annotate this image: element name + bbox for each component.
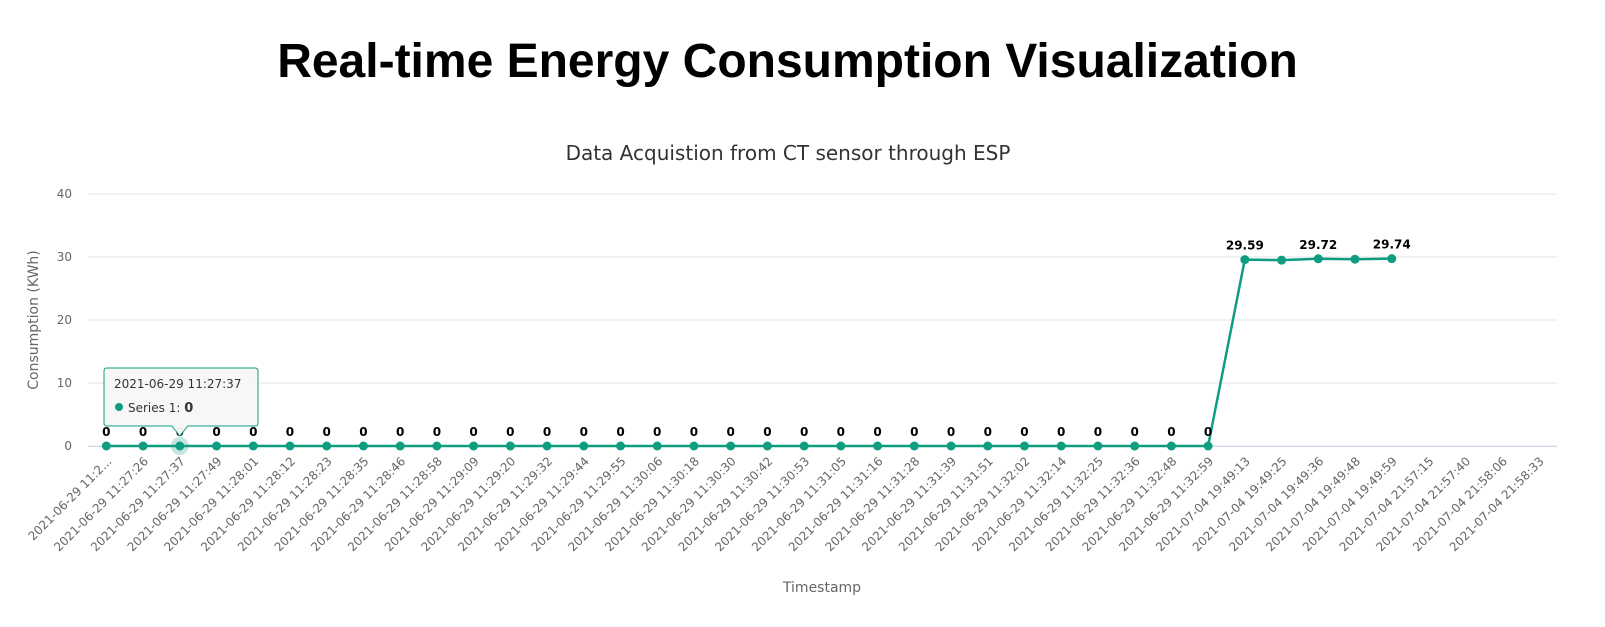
data-label: 0 [286,425,294,439]
data-point[interactable] [689,441,699,451]
data-point[interactable] [983,441,993,451]
data-label: 0 [727,425,735,439]
data-point[interactable] [395,441,405,451]
data-point[interactable] [322,441,332,451]
data-point[interactable] [616,441,626,451]
data-label: 0 [800,425,808,439]
data-point[interactable] [726,441,736,451]
data-label: 0 [433,425,441,439]
data-point[interactable] [836,441,846,451]
data-label: 0 [837,425,845,439]
series-line-group [106,257,1392,448]
data-point[interactable] [138,441,148,451]
data-point[interactable] [432,441,442,451]
data-label: 29.59 [1226,239,1264,253]
data-label: 0 [653,425,661,439]
y-tick-label: 30 [57,250,72,264]
gridlines [88,193,1557,447]
data-point[interactable] [652,441,662,451]
data-label: 0 [947,425,955,439]
data-label: 0 [212,425,220,439]
data-point[interactable] [469,441,479,451]
data-point[interactable] [1093,441,1103,451]
data-point[interactable] [248,441,258,451]
tooltip-header: 2021-06-29 11:27:37 [114,377,241,391]
data-label: 29.74 [1373,238,1411,252]
data-label: 0 [763,425,771,439]
y-axis-title: Consumption (KWh) [26,250,42,390]
data-point[interactable] [946,441,956,451]
data-label: 0 [469,425,477,439]
x-axis-title: Timestamp [782,580,861,596]
data-label: 0 [873,425,881,439]
data-label: 0 [1094,425,1102,439]
data-point[interactable] [1313,254,1323,264]
data-point[interactable] [212,441,222,451]
series-points-group [101,254,1397,455]
data-label: 0 [1204,425,1212,439]
data-point[interactable] [1019,441,1029,451]
y-tick-label: 0 [64,439,72,453]
data-label: 0 [910,425,918,439]
tooltip-value: 0 [184,401,193,416]
data-label: 0 [543,425,551,439]
data-point[interactable] [358,441,368,451]
y-tick-label: 20 [57,313,72,327]
tooltip-box [103,367,259,437]
data-label: 0 [984,425,992,439]
data-point[interactable] [1277,255,1287,265]
data-point[interactable] [101,441,111,451]
chart-title: Data Acquistion from CT sensor through E… [566,141,1011,165]
data-point[interactable] [762,441,772,451]
data-point[interactable] [1203,441,1213,451]
data-label: 0 [506,425,514,439]
data-label: 0 [1167,425,1175,439]
tooltip-series-dot [115,403,123,411]
data-label: 0 [616,425,624,439]
data-point[interactable] [1056,441,1066,451]
data-label: 0 [1130,425,1138,439]
data-label: 0 [323,425,331,439]
data-point[interactable] [542,441,552,451]
data-label: 0 [1057,425,1065,439]
data-point[interactable] [909,441,919,451]
y-tick-label: 40 [57,187,72,201]
data-label: 0 [396,425,404,439]
data-point[interactable] [799,441,809,451]
tooltip-series-label: Series 1: 0 [128,401,193,416]
data-point[interactable] [505,441,515,451]
data-label: 0 [249,425,257,439]
data-label: 0 [359,425,367,439]
tooltip: 2021-06-29 11:27:37 Series 1: 0 [103,367,259,437]
data-point[interactable] [1350,254,1360,264]
series-line [106,257,1392,448]
data-point[interactable] [1130,441,1140,451]
y-tick-label: 10 [57,376,72,390]
data-point[interactable] [285,441,295,451]
data-label: 0 [1020,425,1028,439]
page-title: Real-time Energy Consumption Visualizati… [277,35,1298,88]
data-point[interactable] [579,441,589,451]
data-point[interactable] [1166,441,1176,451]
data-point[interactable] [1387,254,1397,264]
data-point[interactable] [175,441,185,451]
data-label: 0 [102,425,110,439]
data-label: 0 [690,425,698,439]
data-label: 0 [580,425,588,439]
data-label: 0 [139,425,147,439]
y-axis-ticks: 0 10 20 30 40 [57,187,72,453]
x-axis-ticks: 2021-06-29 11:2...2021-06-29 11:27:26202… [25,454,1546,554]
data-label: 29.72 [1299,238,1337,252]
data-point[interactable] [1240,255,1250,265]
data-point[interactable] [873,441,883,451]
